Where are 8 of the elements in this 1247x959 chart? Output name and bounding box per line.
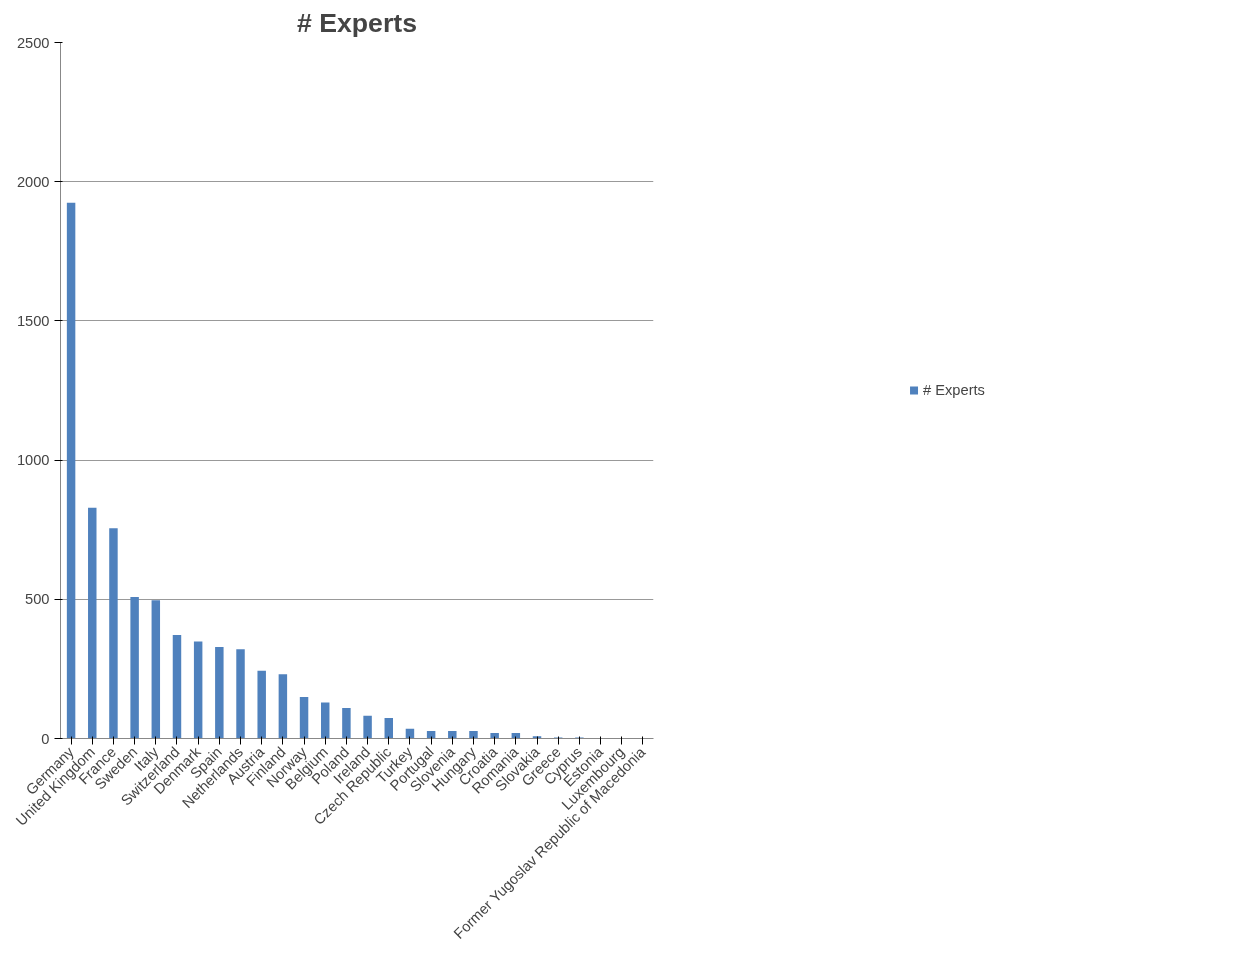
y-tick-label: 500 xyxy=(25,591,50,608)
legend-label: # Experts xyxy=(923,382,985,398)
y-tick-label: 0 xyxy=(41,730,50,747)
y-tick-label: 1000 xyxy=(16,452,50,469)
y-tick-label: 1500 xyxy=(16,312,50,329)
y-tick-label: 2500 xyxy=(16,34,50,51)
chart-title: # Experts xyxy=(296,7,418,38)
y-tick-label: 2000 xyxy=(16,173,50,190)
